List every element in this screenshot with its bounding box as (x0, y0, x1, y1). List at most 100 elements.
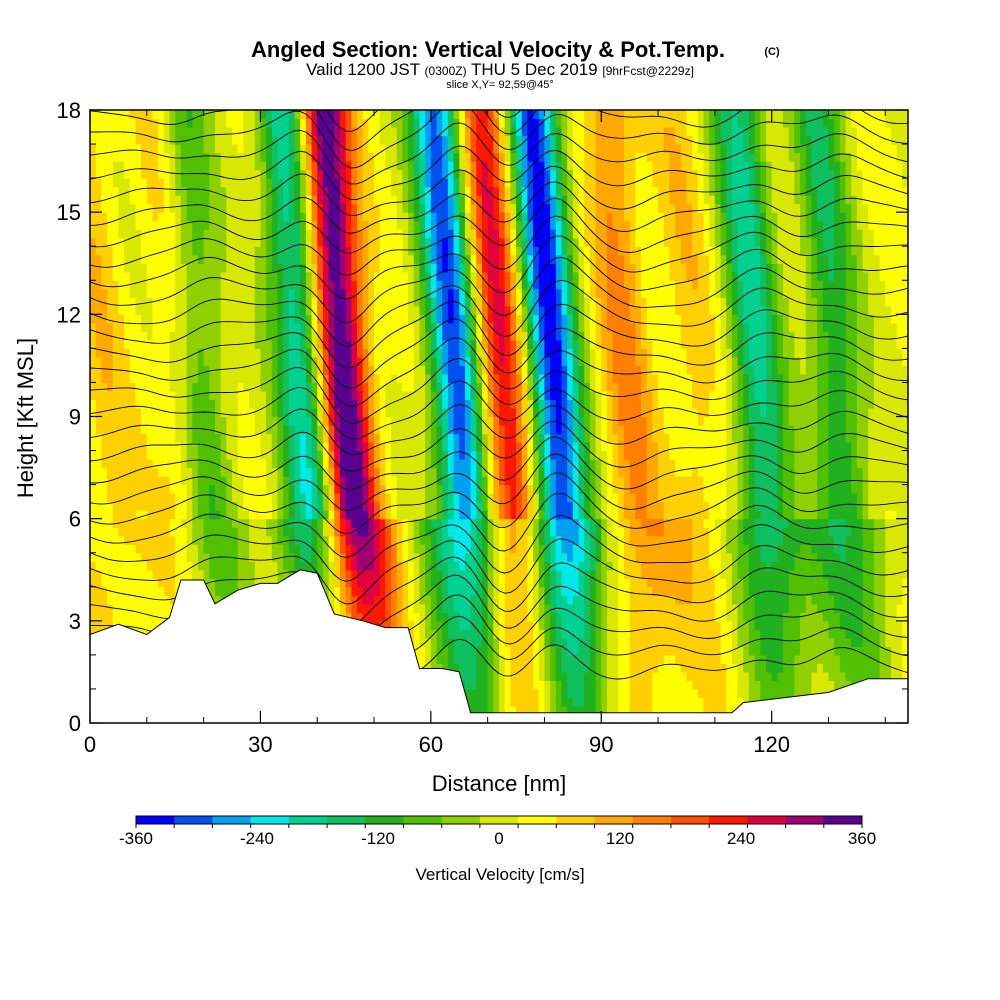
velocity-cell (453, 544, 460, 554)
velocity-cell (550, 629, 557, 639)
velocity-cell (572, 442, 580, 452)
velocity-cell (737, 501, 744, 511)
velocity-cell (675, 586, 682, 596)
velocity-cell (680, 654, 688, 664)
velocity-cell (805, 450, 813, 460)
velocity-cell (408, 544, 415, 554)
velocity-cell (107, 501, 114, 511)
velocity-cell (459, 603, 466, 613)
velocity-cell (601, 697, 608, 707)
velocity-cell (192, 569, 199, 579)
velocity-cell (822, 450, 830, 460)
velocity-cell (487, 552, 494, 562)
velocity-cell (692, 654, 699, 664)
velocity-cell (129, 510, 137, 520)
velocity-cell (101, 561, 108, 571)
velocity-cell (601, 501, 608, 511)
velocity-cell (430, 518, 438, 528)
velocity-cell (879, 663, 886, 673)
velocity-cell (686, 671, 693, 682)
velocity-cell (658, 476, 665, 486)
velocity-cell (550, 646, 557, 656)
velocity-cell (544, 603, 551, 613)
velocity-cell (180, 459, 188, 469)
velocity-cell (533, 484, 540, 494)
velocity-cell (237, 527, 244, 537)
velocity-cell (612, 646, 619, 656)
velocity-cell (868, 459, 875, 469)
velocity-cell (90, 612, 97, 622)
velocity-cell (873, 561, 881, 571)
velocity-cell (538, 671, 546, 682)
velocity-cell (635, 535, 642, 545)
velocity-cell (118, 595, 125, 605)
velocity-cell (714, 595, 722, 605)
velocity-cell (527, 688, 534, 699)
velocity-cell (720, 671, 727, 682)
velocity-cell (800, 510, 807, 520)
velocity-cell (499, 569, 506, 579)
velocity-cell (163, 442, 171, 452)
velocity-cell (658, 484, 665, 494)
velocity-cell (754, 637, 761, 647)
velocity-cell (158, 484, 165, 494)
velocity-cell (510, 527, 517, 537)
velocity-cell (629, 552, 636, 562)
velocity-cell (339, 586, 347, 596)
velocity-cell (675, 569, 682, 579)
velocity-cell (243, 433, 250, 443)
velocity-cell (686, 501, 693, 511)
velocity-cell (237, 467, 244, 477)
velocity-cell (339, 527, 347, 537)
velocity-cell (504, 688, 511, 699)
velocity-cell (197, 433, 205, 443)
velocity-cell (112, 459, 119, 469)
velocity-cell (714, 688, 722, 699)
velocity-cell (817, 578, 824, 588)
velocity-cell (362, 433, 369, 443)
velocity-cell (356, 578, 364, 588)
velocity-cell (771, 467, 778, 477)
velocity-cell (226, 484, 233, 494)
velocity-cell (635, 620, 642, 630)
velocity-cell (567, 467, 574, 477)
velocity-cell (800, 552, 807, 562)
velocity-cell (658, 671, 665, 682)
velocity-cell (635, 450, 642, 460)
velocity-cell (589, 697, 597, 707)
velocity-cell (788, 603, 795, 613)
velocity-cell (504, 612, 511, 622)
velocity-cell (731, 459, 739, 469)
velocity-cell (351, 578, 358, 588)
velocity-cell (783, 569, 790, 579)
velocity-cell (214, 561, 222, 571)
velocity-cell (612, 586, 619, 596)
velocity-cell (618, 620, 625, 630)
velocity-cell (101, 501, 108, 511)
velocity-cell (163, 535, 171, 545)
velocity-cell (675, 510, 682, 520)
velocity-cell (271, 501, 279, 511)
velocity-cell (516, 569, 523, 579)
velocity-cell (794, 535, 801, 545)
velocity-cell (362, 535, 369, 545)
velocity-cell (885, 612, 892, 622)
velocity-cell (419, 433, 426, 443)
velocity-cell (817, 637, 824, 647)
velocity-cell (464, 501, 472, 511)
velocity-cell (646, 493, 653, 503)
velocity-cell (680, 569, 688, 579)
velocity-cell (862, 663, 869, 673)
velocity-cell (516, 433, 523, 443)
velocity-cell (249, 510, 256, 520)
velocity-cell (101, 612, 108, 622)
velocity-cell (743, 629, 750, 639)
velocity-cell (510, 595, 517, 605)
velocity-cell (197, 544, 205, 554)
velocity-cell (192, 459, 199, 469)
velocity-cell (839, 527, 847, 537)
velocity-cell (669, 671, 676, 682)
velocity-cell (862, 493, 869, 503)
velocity-cell (118, 535, 125, 545)
velocity-cell (385, 493, 392, 503)
